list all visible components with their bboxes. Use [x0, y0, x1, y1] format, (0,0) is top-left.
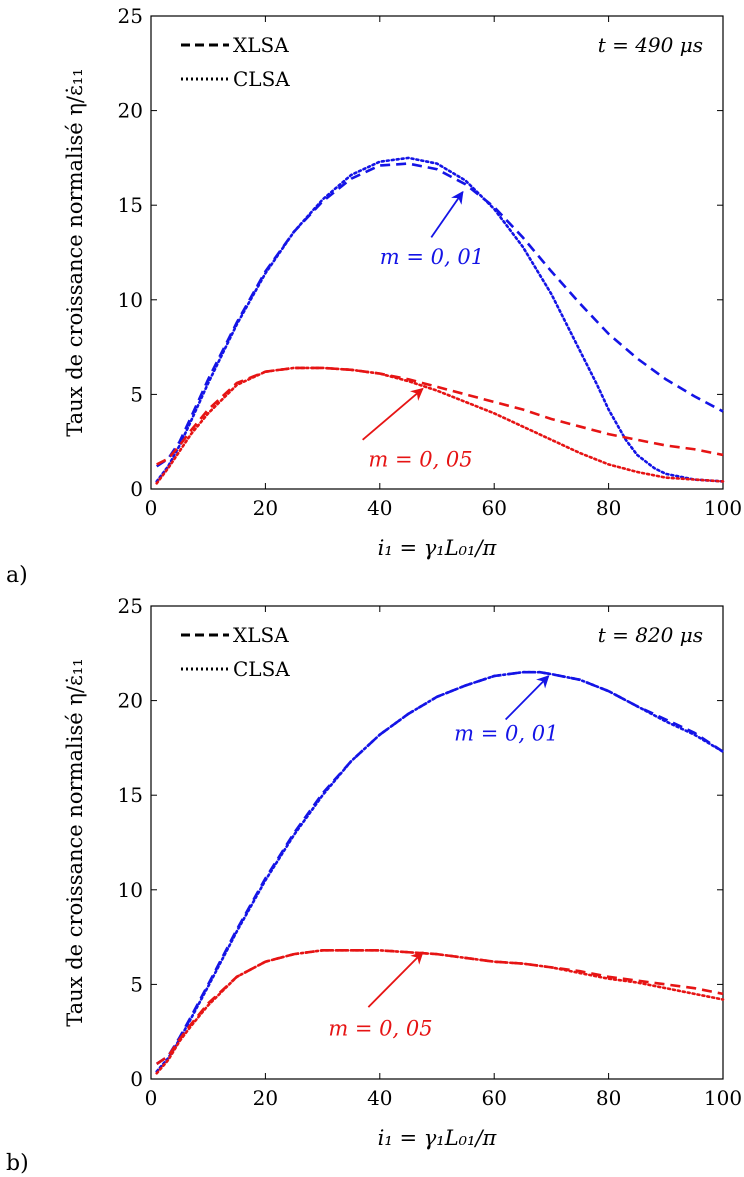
x-tick-label: 100: [704, 496, 742, 520]
annotation-label: m = 0, 01: [454, 721, 558, 745]
x-tick-label: 0: [145, 496, 158, 520]
series-line-clsa-1: [155, 156, 725, 483]
y-axis-label: Taux de croissance normalisé η/ε̇₁₁: [63, 68, 87, 436]
x-tick-label: 20: [253, 1086, 278, 1110]
legend-label-clsa: CLSA: [233, 657, 290, 681]
series-line-xlsa-2: [156, 366, 724, 466]
y-axis-label: Taux de croissance normalisé η/ε̇₁₁: [63, 658, 87, 1026]
y-tick-label: 15: [118, 193, 143, 217]
panel-label: a): [6, 563, 28, 588]
series-line-clsa-3: [155, 949, 725, 1075]
y-tick-label: 25: [118, 594, 143, 618]
y-tick-label: 20: [118, 99, 143, 123]
x-tick-label: 0: [145, 1086, 158, 1110]
x-tick-label: 20: [253, 496, 278, 520]
y-tick-label: 10: [118, 878, 143, 902]
series-line-clsa-1: [155, 670, 725, 1073]
legend-label-clsa: CLSA: [233, 67, 290, 91]
x-tick-label: 40: [367, 1086, 392, 1110]
series-line-xlsa-0: [156, 670, 724, 1065]
plot-frame: [150, 605, 724, 1080]
legend-label-xlsa: XLSA: [233, 33, 289, 57]
x-tick-label: 100: [704, 1086, 742, 1110]
annotation-label: m = 0, 01: [380, 245, 484, 269]
legend-label-xlsa: XLSA: [233, 623, 289, 647]
x-tick-label: 80: [596, 1086, 621, 1110]
y-tick-label: 5: [130, 382, 143, 406]
x-tick-label: 60: [481, 496, 506, 520]
chart-panel-1: 0 20 40 60 80 100 0 5 10 15 20 25 i₁ = γ₁L₀₁/π Taux d…: [6, 4, 742, 588]
y-tick-label: 20: [118, 689, 143, 713]
x-tick-label: 60: [481, 1086, 506, 1110]
annotation-arrow: [362, 387, 424, 441]
y-tick-label: 10: [118, 288, 143, 312]
x-axis-label: i₁ = γ₁L₀₁/π: [378, 1126, 498, 1150]
annotation-arrow: [504, 675, 550, 721]
time-label: t = 820 μs: [598, 623, 703, 647]
time-label: t = 490 μs: [598, 33, 703, 57]
y-tick-label: 5: [130, 972, 143, 996]
annotation-arrow: [367, 951, 424, 1008]
series-line-xlsa-2: [156, 949, 724, 1065]
x-tick-label: 80: [596, 496, 621, 520]
series-line-clsa-3: [155, 366, 725, 485]
plot-frame: [150, 15, 724, 490]
annotation-label: m = 0, 05: [368, 447, 472, 471]
chart-panel-2: 0 20 40 60 80 100 0 5 10 15 20 25 i₁ = γ₁L₀₁/π Taux d…: [6, 594, 742, 1176]
y-tick-label: 25: [118, 4, 143, 28]
panel-label: b): [6, 1151, 29, 1176]
x-tick-label: 40: [367, 496, 392, 520]
y-tick-label: 0: [130, 477, 143, 501]
y-tick-label: 15: [118, 783, 143, 807]
x-axis-label: i₁ = γ₁L₀₁/π: [378, 536, 498, 560]
annotation-label: m = 0, 05: [328, 1016, 432, 1040]
series-line-xlsa-0: [156, 162, 724, 468]
y-tick-label: 0: [130, 1067, 143, 1091]
annotation-arrow: [430, 190, 464, 238]
